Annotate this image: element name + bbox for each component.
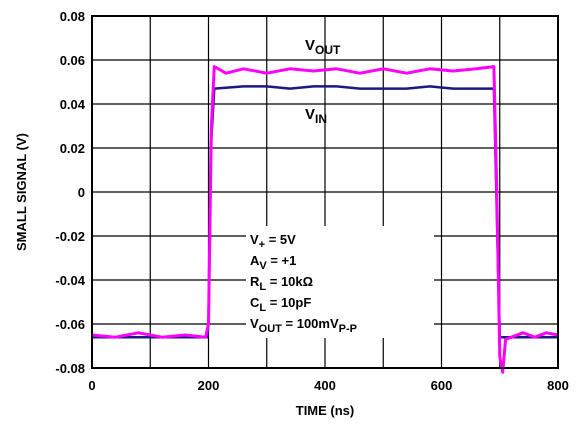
x-axis-label: TIME (ns) xyxy=(296,403,355,418)
condition-output-swing: VOUT = 100mVP-P xyxy=(250,316,357,335)
series-line-vout xyxy=(91,65,559,374)
vin-label: VIN xyxy=(305,106,327,126)
test-conditions: V+ = 5V AV = +1 RL = 10kΩ CL = 10pF VOUT… xyxy=(250,232,357,335)
y-tick-label: -0.02 xyxy=(55,229,85,244)
condition-gain: AV = +1 xyxy=(250,253,296,272)
y-tick-label: 0.06 xyxy=(60,53,85,68)
y-tick-label: 0.08 xyxy=(60,9,85,24)
y-tick-label: -0.04 xyxy=(55,273,85,288)
x-tick-label: 800 xyxy=(547,378,569,393)
x-tick-label: 200 xyxy=(198,378,220,393)
condition-supply: V+ = 5V xyxy=(250,232,296,251)
x-tick-label: 0 xyxy=(88,378,95,393)
series-layer xyxy=(91,65,559,374)
y-tick-labels: 0.08 0.06 0.04 0.02 0 -0.02 -0.04 -0.06 -0.08 xyxy=(55,9,85,376)
y-tick-label: -0.08 xyxy=(55,361,85,376)
y-tick-label: 0.04 xyxy=(60,97,86,112)
x-tick-label: 600 xyxy=(431,378,453,393)
y-tick-label: 0 xyxy=(78,185,85,200)
y-tick-label: 0.02 xyxy=(60,141,85,156)
plot-frame xyxy=(91,15,559,369)
condition-load-capacitance: CL = 10pF xyxy=(250,295,311,314)
condition-load-resistance: RL = 10kΩ xyxy=(250,274,313,293)
x-tick-label: 400 xyxy=(314,378,336,393)
vout-label: VOUT xyxy=(305,37,341,57)
y-tick-label: -0.06 xyxy=(55,317,85,332)
x-tick-labels: 0 200 400 600 800 xyxy=(88,378,568,393)
conditions-box xyxy=(246,226,434,338)
y-axis-label: SMALL SIGNAL (V) xyxy=(14,133,29,251)
